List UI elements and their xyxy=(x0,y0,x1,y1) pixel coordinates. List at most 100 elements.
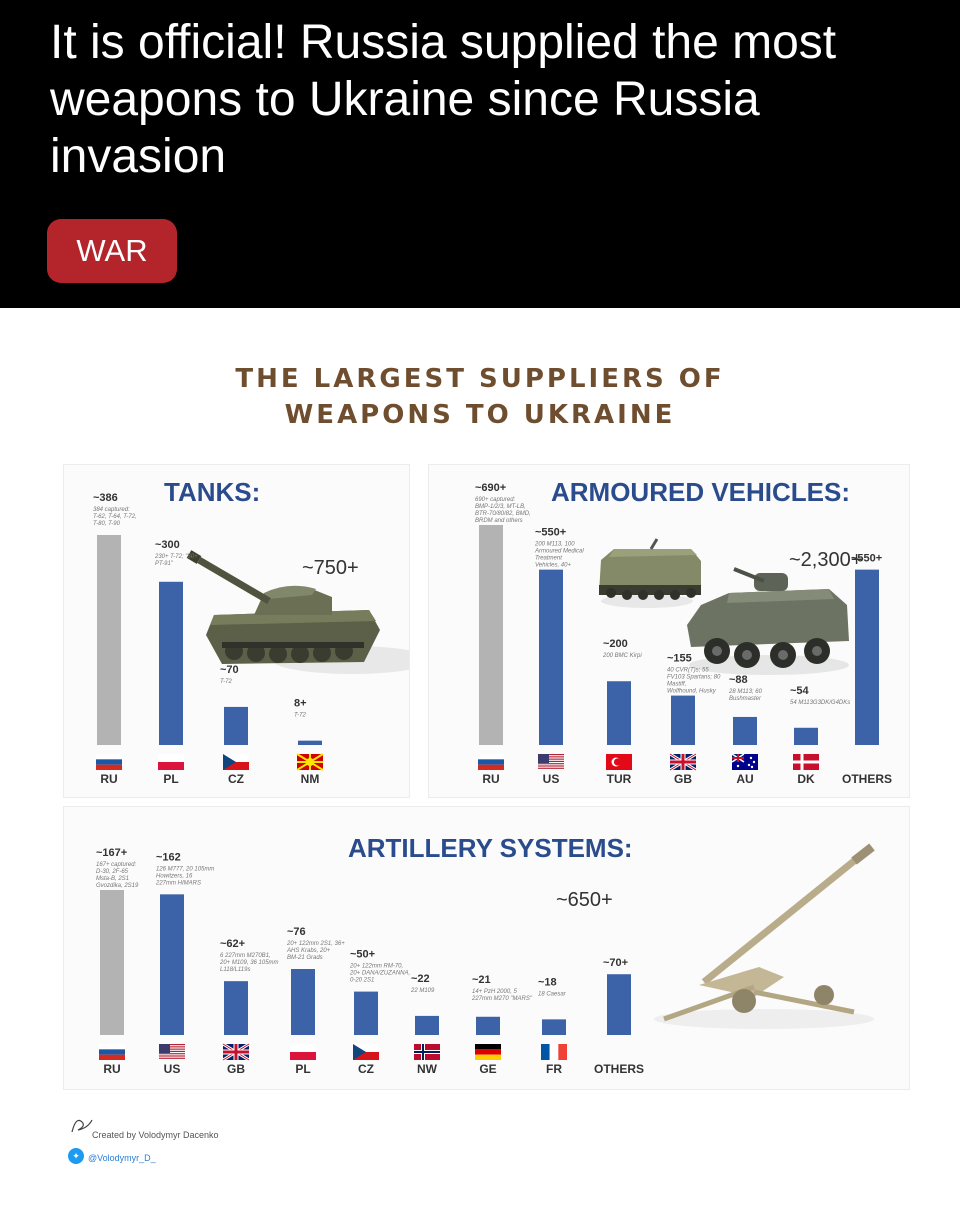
artillery-category-fr: FR xyxy=(546,1062,562,1076)
tanks-note-nm: T-72 xyxy=(294,713,306,719)
armoured-vehicles-note-au: 28 M113; 60 Bushmaster xyxy=(728,689,763,702)
armoured-vehicles-value-label-us: ~550+ xyxy=(535,527,566,539)
armoured-vehicles-value-label-au: ~88 xyxy=(729,674,748,686)
armoured-vehicles-note-tur: 200 BMC Kirpi xyxy=(602,653,642,659)
tanks-value-label-nm: 8+ xyxy=(294,698,307,710)
flag-usa-icon xyxy=(538,754,564,769)
tanks-category-pl: PL xyxy=(163,772,178,786)
flag-poland-icon xyxy=(158,754,184,770)
tank-illustration xyxy=(186,550,409,674)
artillery-marks: ~167+ 167+ captured: D-30, 2F-65 Msta-B, 2S… xyxy=(96,847,644,1076)
artillery-bar-nw xyxy=(415,1015,439,1035)
armoured-vehicles-total-callout: ~2,300+ xyxy=(789,549,863,571)
artillery-category-others: OTHERS xyxy=(594,1062,644,1076)
flag-denmark-icon xyxy=(793,754,819,770)
artillery-value-label-ge: ~21 xyxy=(472,974,491,986)
artillery-value-label-others: ~70+ xyxy=(603,957,628,969)
twitter-handle[interactable]: @Volodymyr_D_ xyxy=(88,1153,156,1163)
artillery-category-nw: NW xyxy=(417,1062,438,1076)
artillery-note-ge: 14+ PzH 2000, 5 227mm M270 "MARS" xyxy=(471,989,533,1002)
artillery-bar-gb xyxy=(224,981,248,1035)
twitter-icon: ✦ xyxy=(68,1148,84,1164)
flag-france-icon xyxy=(541,1044,567,1060)
artillery-category-cz: CZ xyxy=(358,1062,374,1076)
artillery-value-label-us: ~162 xyxy=(156,851,181,863)
flag-north-macedonia-icon xyxy=(296,753,324,771)
armoured-vehicles-category-gb: GB xyxy=(674,772,692,786)
armoured-vehicles-bar-us xyxy=(539,569,563,745)
artillery-value-label-gb: ~62+ xyxy=(220,938,245,950)
armoured-vehicles-bar-tur xyxy=(607,681,631,745)
howitzer-illustration xyxy=(654,843,875,1029)
artillery-bar-ge xyxy=(476,1016,500,1035)
artillery-category-us: US xyxy=(164,1062,181,1076)
tanks-bar-pl xyxy=(159,581,183,745)
artillery-total-callout: ~650+ xyxy=(556,889,613,911)
armoured-vehicles-value-label-ru: ~690+ xyxy=(475,482,506,494)
armoured-vehicles-value-label-tur: ~200 xyxy=(603,638,628,650)
artillery-note-ru: 167+ captured: D-30, 2F-65 Msta-B, 2S1 Gvoz… xyxy=(96,862,139,889)
flag-germany-icon xyxy=(475,1044,501,1060)
flag-czechia-icon xyxy=(223,754,249,770)
tanks-note-ru: 384 captured: T-62, T-64, T-72, T-80, T-90 xyxy=(93,507,137,527)
armoured-vehicles-bar-ru xyxy=(479,525,503,745)
armoured-vehicles-category-ru: RU xyxy=(482,772,499,786)
armoured-vehicles-value-label-others: ~550+ xyxy=(851,553,882,565)
armoured-vehicles-title: ARMOURED VEHICLES: xyxy=(551,477,851,507)
tanks-title: TANKS: xyxy=(164,477,261,507)
artillery-note-pl: 20+ 122mm 2S1, 36+ AHS Krabs, 20+ BM-21 Gr… xyxy=(286,941,345,961)
armoured-vehicles-note-us: 200 M113, 100 Armoured Medical Treatment Ve… xyxy=(534,542,584,569)
credit-text: Created by Volodymyr Dacenko xyxy=(92,1130,219,1140)
tanks-category-cz: CZ xyxy=(228,772,244,786)
tanks-value-label-cz: ~70 xyxy=(220,664,239,676)
tanks-category-nm: NM xyxy=(301,772,320,786)
flag-uk-icon xyxy=(669,752,697,772)
armoured-vehicles-category-au: AU xyxy=(736,772,753,786)
tanks-bar-nm xyxy=(298,740,322,745)
flag-poland-icon xyxy=(290,1044,316,1060)
post-header: It is official! Russia supplied the most… xyxy=(0,0,960,308)
armoured-vehicles-marks: ~690+ 690+ captured: BMP-1/2/3, MT-LB, BTR-… xyxy=(475,482,892,786)
tanks-bar-ru xyxy=(97,535,121,745)
artillery-bar-fr xyxy=(542,1019,566,1035)
armoured-vehicles-bar-au xyxy=(733,716,757,745)
tanks-category-ru: RU xyxy=(100,772,117,786)
artillery-value-label-ru: ~167+ xyxy=(96,847,127,859)
artillery-value-label-pl: ~76 xyxy=(287,926,306,938)
tanks-panel: ~386 384 captured: T-62, T-64, T-72, T-80, … xyxy=(63,464,410,798)
artillery-bar-pl xyxy=(291,969,315,1035)
tanks-marks: ~386 384 captured: T-62, T-64, T-72, T-80, … xyxy=(93,492,324,786)
btr-illustration xyxy=(687,567,849,675)
artillery-category-ge: GE xyxy=(479,1062,496,1076)
artillery-value-label-nw: ~22 xyxy=(411,973,430,985)
artillery-note-cz: 20+ 122mm RM-70, 20+ DANA/ZUZANNA, 0-20 2S… xyxy=(349,964,410,984)
headline: It is official! Russia supplied the most… xyxy=(50,16,837,183)
armoured-vehicles-category-others: OTHERS xyxy=(842,772,892,786)
tanks-chart: ~386 384 captured: T-62, T-64, T-72, T-80, … xyxy=(93,492,409,786)
flag-uk-icon xyxy=(222,1042,250,1062)
armoured-vehicles-panel: ~690+ 690+ captured: BMP-1/2/3, MT-LB, BTR-… xyxy=(428,464,910,798)
artillery-title: ARTILLERY SYSTEMS: xyxy=(348,833,633,863)
armoured-vehicles-chart: ~690+ 690+ captured: BMP-1/2/3, MT-LB, BTR-… xyxy=(475,482,892,786)
tanks-value-label-ru: ~386 xyxy=(93,492,118,504)
tanks-bar-cz xyxy=(224,706,248,745)
armoured-vehicles-bar-gb xyxy=(671,695,695,745)
artillery-value-label-cz: ~50+ xyxy=(350,949,375,961)
armoured-vehicles-value-label-gb: ~155 xyxy=(667,653,692,665)
artillery-note-fr: 18 Caesar xyxy=(538,991,567,997)
artillery-note-us: 126 M777, 20 105mm Howitzers, 16 227mm HIM… xyxy=(155,866,214,886)
artillery-chart: ~167+ 167+ captured: D-30, 2F-65 Msta-B, 2S… xyxy=(96,843,875,1076)
flag-usa-icon xyxy=(159,1044,185,1059)
artillery-panel: ~167+ 167+ captured: D-30, 2F-65 Msta-B, 2S… xyxy=(63,806,910,1090)
artillery-category-gb: GB xyxy=(227,1062,245,1076)
tanks-note-pl: 230+ T-72; "50+ PT-91" xyxy=(154,554,198,567)
armoured-vehicles-category-dk: DK xyxy=(797,772,815,786)
artillery-bar-cz xyxy=(354,991,378,1035)
armoured-vehicles-note-ru: 690+ captured: BMP-1/2/3, MT-LB, BTR-70/80… xyxy=(475,497,531,524)
armoured-vehicles-bar-dk xyxy=(794,727,818,745)
apc-illustration xyxy=(599,538,701,608)
war-tag[interactable]: WAR xyxy=(47,219,177,283)
artillery-bar-others xyxy=(607,974,631,1035)
credit-block: Created by Volodymyr Dacenko ✦ @Volodymy… xyxy=(68,1112,368,1172)
artillery-note-gb: 6 227mm M270B1, 20+ M109, 36 105mm L118/L1… xyxy=(219,953,279,973)
